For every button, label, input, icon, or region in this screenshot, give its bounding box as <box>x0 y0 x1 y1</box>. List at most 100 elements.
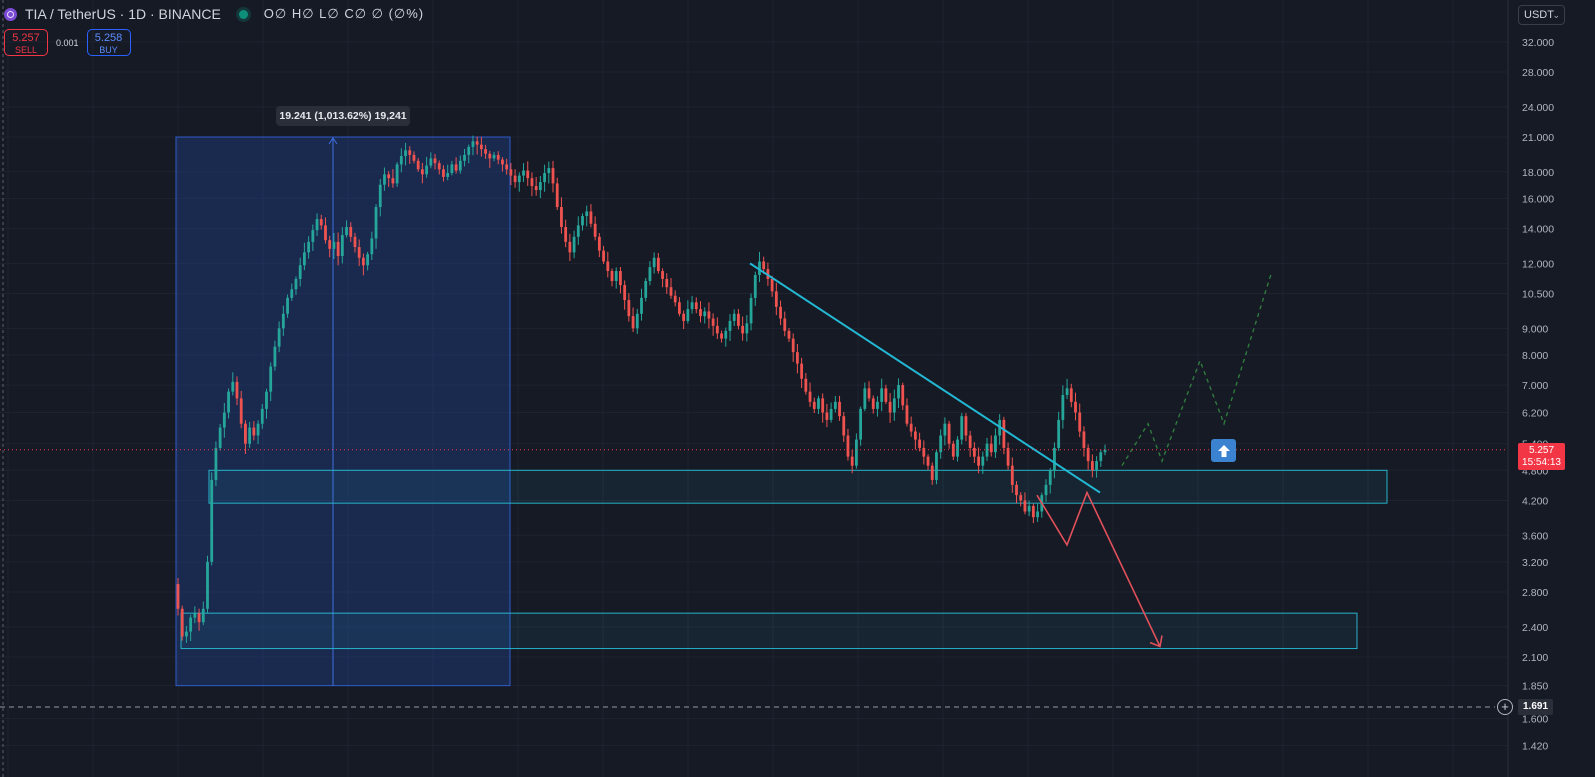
chart-header: TIA / TetherUS · 1D · BINANCE O∅ H∅ L∅ C… <box>4 6 424 22</box>
candle-bear <box>387 174 391 179</box>
price-tick-label: 8.000 <box>1522 350 1548 362</box>
candle-bear <box>656 257 660 272</box>
candle-bull <box>260 408 264 424</box>
candle-bull <box>450 164 454 174</box>
candle-bull <box>572 236 576 253</box>
candle-bear <box>808 391 812 402</box>
candle-bear <box>909 423 913 432</box>
candle-bear <box>720 333 723 339</box>
candle-bear <box>838 401 841 417</box>
candle-bull <box>399 156 403 165</box>
candle-bull <box>1036 511 1039 518</box>
candle-bull <box>859 408 863 440</box>
arrow-up-icon[interactable] <box>1211 439 1236 462</box>
candle-bull <box>378 184 382 208</box>
candle-bear <box>619 271 622 286</box>
candle-bull <box>522 170 525 176</box>
candle-bear <box>416 160 420 170</box>
candle-bull <box>471 141 475 147</box>
candle-bear <box>534 186 538 191</box>
candle-bull <box>652 257 656 268</box>
candle-bear <box>433 158 437 164</box>
candle-bull <box>374 207 378 239</box>
candle-bear <box>1074 401 1077 413</box>
candle-bear <box>715 325 719 334</box>
candle-bear <box>391 178 395 184</box>
candle-bull <box>273 346 277 367</box>
candle-bull <box>404 150 407 157</box>
candle-bull <box>395 164 399 184</box>
candle-bull <box>960 416 964 440</box>
candle-bear <box>821 398 825 413</box>
price-tick-label: 18.000 <box>1522 167 1554 179</box>
candle-bull <box>1061 394 1065 420</box>
ohlc-values: O∅ H∅ L∅ C∅ ∅ (∅%) <box>263 6 425 21</box>
candle-bear <box>1010 465 1014 485</box>
candle-bull <box>758 261 761 275</box>
candle-bull <box>429 158 433 166</box>
price-tick-label: 28.000 <box>1522 67 1554 79</box>
candle-bull <box>425 165 429 175</box>
candle-bear <box>180 608 184 637</box>
sell-button[interactable]: 5.257 SELL <box>4 29 48 56</box>
candle-bull <box>724 330 728 339</box>
price-tick-label: 1.850 <box>1522 681 1548 693</box>
candle-bear <box>551 168 555 184</box>
candle-bear <box>513 175 517 183</box>
buy-button[interactable]: 5.258 BUY <box>86 29 131 56</box>
candle-bear <box>244 423 247 444</box>
sell-label: SELL <box>14 45 38 55</box>
candle-bear <box>694 302 698 310</box>
candle-bear <box>501 159 504 165</box>
candle-bull <box>686 309 690 321</box>
candle-bear <box>1078 412 1082 432</box>
candle-bear <box>1082 431 1086 448</box>
candle-bear <box>197 613 201 623</box>
candle-bull <box>1103 449 1107 453</box>
candle-bear <box>850 456 854 466</box>
add-alert-plus-icon[interactable]: + <box>1497 699 1513 715</box>
candle-bear <box>1031 505 1035 518</box>
candle-bull <box>290 289 294 298</box>
candle-bear <box>779 306 782 319</box>
candle-bear <box>846 435 850 457</box>
candle-bear <box>977 456 980 466</box>
candle-bull <box>231 381 235 392</box>
currency-select[interactable]: USDT ⌄ <box>1518 5 1565 25</box>
candle-bull <box>467 146 471 155</box>
candle-bear <box>762 261 766 270</box>
candle-bear <box>1023 500 1027 512</box>
candle-bull <box>256 423 260 436</box>
trade-buttons: 5.257 SELL 0.001 5.258 BUY <box>4 29 131 56</box>
price-tick-label: 6.200 <box>1522 408 1548 420</box>
candle-bear <box>888 401 892 413</box>
candle-bear <box>699 309 702 317</box>
candle-bull <box>833 401 837 409</box>
candle-bear <box>812 401 816 409</box>
currency-label: USDT <box>1524 9 1554 21</box>
candle-bear <box>349 226 353 237</box>
candle-bull <box>265 391 268 409</box>
candle-bear <box>328 240 332 249</box>
candle-bull <box>753 274 757 298</box>
candle-bear <box>564 226 568 242</box>
candle-bear <box>589 211 593 224</box>
candle-bear <box>602 250 605 262</box>
candle-bear <box>597 236 601 251</box>
candle-bull <box>547 168 551 174</box>
candle-bear <box>926 456 930 466</box>
market-status-icon[interactable] <box>238 9 248 19</box>
candle-bear <box>968 435 972 448</box>
candle-bear <box>947 423 951 444</box>
last-price-tag: 5.257 15:54:13 <box>1518 443 1565 470</box>
candle-bull <box>463 154 466 161</box>
candle-bull <box>538 182 542 191</box>
symbol-title[interactable]: TIA / TetherUS · 1D · BINANCE <box>25 6 221 22</box>
bearish-arrow-head <box>1149 635 1163 648</box>
candle-bull <box>892 398 896 413</box>
candle-bear <box>707 311 711 319</box>
candle-bear <box>319 219 323 226</box>
candle-bull <box>210 479 214 562</box>
